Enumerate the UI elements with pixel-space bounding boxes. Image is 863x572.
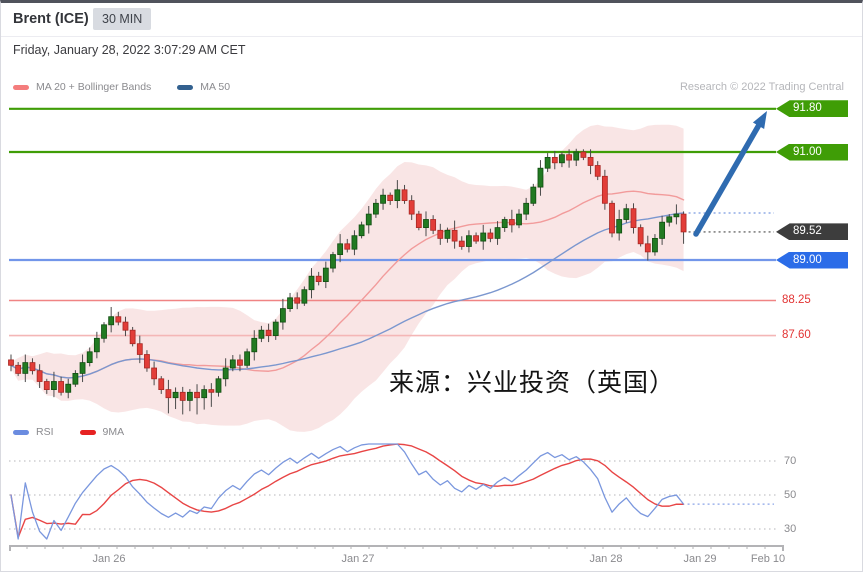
- rsi-legend-label: RSI: [36, 426, 54, 438]
- price-level-text: 88.25: [782, 294, 811, 306]
- rsi-scale-label: 70: [784, 454, 797, 467]
- candlestick-and-rsi-chart[interactable]: [1, 3, 863, 572]
- x-axis-tick-label: Jan 29: [683, 553, 717, 565]
- symbol-title: Brent (ICE): [13, 11, 89, 27]
- main-legend-swatch-icon: [177, 84, 194, 90]
- chart-datetime: Friday, January 28, 2022 3:07:29 AM CET: [13, 43, 246, 57]
- price-level-text: 87.60: [782, 329, 811, 342]
- main-legend-label: MA 20 + Bollinger Bands: [36, 81, 152, 93]
- main-legend-item: MA 50: [177, 81, 230, 93]
- x-axis-tick-label: Jan 27: [341, 553, 375, 565]
- x-axis-tick-label: Feb 10: [750, 553, 786, 565]
- rsi-legend-item: 9MA: [79, 426, 125, 438]
- main-legend-item: MA 20 + Bollinger Bands: [13, 81, 151, 93]
- price-tag: 91.00: [776, 143, 848, 161]
- x-axis-tick-label: Jan 28: [589, 553, 623, 565]
- price-tag: 89.00: [776, 251, 848, 269]
- rsi-scale-label: 50: [784, 488, 797, 501]
- price-tag: 91.80: [776, 100, 848, 118]
- rsi-scale-label: 30: [784, 522, 797, 535]
- rsi-legend-swatch-icon: [13, 429, 29, 435]
- rsi-legend: RSI 9MA: [13, 426, 124, 438]
- research-credit: Research © 2022 Trading Central: [679, 81, 844, 93]
- x-axis-tick-label: Jan 26: [92, 553, 126, 565]
- main-legend-swatch-icon: [13, 84, 29, 90]
- timeframe-badge[interactable]: 30 MIN: [93, 8, 152, 30]
- main-legend-label: MA 50: [200, 81, 231, 93]
- price-tag: 89.52: [776, 223, 848, 241]
- rsi-legend-label: 9MA: [102, 426, 125, 438]
- rsi-legend-swatch-icon: [79, 429, 96, 435]
- main-legend: MA 20 + Bollinger Bands MA 50: [13, 81, 230, 93]
- rsi-legend-item: RSI: [13, 426, 54, 438]
- header-divider: [1, 36, 862, 37]
- source-caption: 来源：兴业投资（英国）: [389, 369, 676, 397]
